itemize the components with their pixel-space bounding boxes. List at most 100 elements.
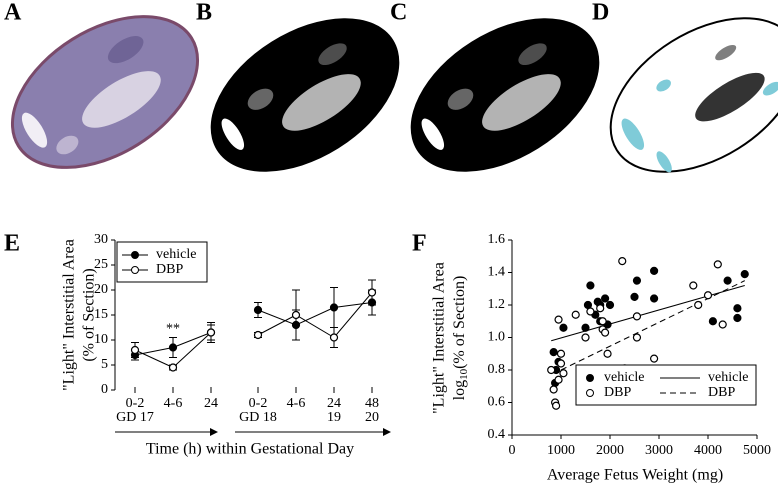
- data-point: [713, 260, 722, 269]
- legend-label: vehicle: [604, 370, 644, 385]
- data-point: [206, 328, 216, 337]
- data-point: [581, 323, 590, 332]
- x-tick-label: 4-6: [287, 396, 306, 411]
- y-tick-label: 1.0: [488, 330, 506, 345]
- legend-label: DBP: [156, 262, 183, 277]
- data-point: [598, 317, 607, 326]
- panel-label: D: [592, 0, 609, 26]
- x-tick-label: 4000: [694, 443, 722, 458]
- data-point: [586, 281, 595, 290]
- micrograph-a: [10, 15, 200, 169]
- panel-label: E: [4, 231, 20, 257]
- y-tick-label: 0: [101, 382, 108, 397]
- data-point: [168, 343, 178, 352]
- x-tick-label: 24: [204, 396, 218, 411]
- data-point: [740, 270, 749, 279]
- fit-line: [551, 285, 745, 342]
- data-point: [600, 328, 610, 337]
- legend-marker: [131, 266, 139, 274]
- fit-line: [560, 280, 745, 371]
- y-tick-label: 10: [94, 332, 108, 347]
- y-tick-label: 0.4: [488, 427, 506, 442]
- x-tick-label: 3000: [645, 443, 673, 458]
- data-point: [694, 300, 703, 310]
- micrograph-b: [210, 18, 400, 172]
- data-point: [554, 315, 563, 324]
- day-label: 19: [327, 410, 341, 425]
- micrograph-c: [410, 18, 600, 172]
- data-point: [600, 294, 610, 303]
- data-point: [551, 401, 561, 410]
- legend-label: DBP: [604, 385, 631, 400]
- data-point: [723, 276, 732, 285]
- data-point: [605, 300, 615, 310]
- data-point: [586, 307, 595, 316]
- panel-label: A: [4, 0, 22, 26]
- data-point: [329, 333, 339, 342]
- y-tick-label: 20: [94, 282, 108, 297]
- data-point: [130, 345, 140, 355]
- y-tick-label: 30: [94, 232, 108, 247]
- legend-label: DBP: [708, 385, 735, 400]
- data-point: [689, 281, 698, 290]
- data-point: [649, 354, 659, 363]
- data-point: [603, 349, 612, 358]
- y-axis-label: "Light" Interstitial Area: [61, 239, 78, 391]
- data-point: [632, 333, 642, 342]
- y-axis-label-subscript: 10: [458, 368, 470, 380]
- day-label: GD 18: [239, 410, 277, 425]
- data-point: [596, 304, 605, 313]
- legend-label: vehicle: [156, 247, 196, 262]
- x-axis-label: Time (h) within Gestational Day: [146, 441, 354, 458]
- arrow-head: [210, 428, 218, 436]
- data-point: [733, 313, 742, 323]
- y-tick-label: 0.6: [488, 395, 506, 410]
- x-tick-label: 4-6: [164, 396, 183, 411]
- y-axis-label: (% of Section): [81, 268, 98, 361]
- y-axis-label-part: (% of Section): [451, 276, 468, 369]
- data-point: [618, 257, 627, 266]
- legend-marker: [131, 251, 139, 259]
- x-tick-label: 0-2: [249, 396, 268, 411]
- legend-box: [575, 364, 757, 406]
- data-point: [708, 317, 718, 326]
- data-point: [649, 294, 659, 303]
- data-point: [549, 385, 558, 394]
- data-point: [559, 369, 568, 378]
- x-axis-label: Average Fetus Weight (mg): [547, 467, 723, 484]
- data-point: [168, 363, 178, 372]
- data-point: [291, 310, 301, 320]
- data-point: [556, 359, 566, 368]
- legend-marker: [586, 389, 594, 397]
- day-label: 20: [365, 410, 379, 425]
- y-tick-label: 1.6: [488, 232, 506, 247]
- data-point: [253, 330, 263, 340]
- x-tick-label: 0: [509, 443, 516, 458]
- data-point: [632, 276, 642, 285]
- legend-label: vehicle: [708, 370, 748, 385]
- y-tick-label: 15: [94, 307, 108, 322]
- data-point: [253, 305, 263, 315]
- data-point: [571, 310, 580, 319]
- x-tick-label: 2000: [596, 443, 624, 458]
- y-axis-label: "Light" Interstitial Area: [431, 262, 448, 414]
- panel-label: C: [390, 0, 407, 26]
- data-point: [559, 323, 568, 332]
- data-point: [649, 266, 659, 275]
- micrograph-d: [609, 17, 778, 173]
- day-label: GD 17: [116, 410, 154, 425]
- panel-label: F: [412, 231, 427, 257]
- data-point: [632, 312, 642, 321]
- y-tick-label: 25: [94, 257, 108, 272]
- y-axis-label: log10(% of Section): [451, 276, 470, 401]
- x-tick-label: 5000: [743, 443, 771, 458]
- legend-box: [116, 241, 208, 283]
- x-tick-label: 1000: [547, 443, 575, 458]
- data-point: [556, 349, 566, 358]
- annotation: **: [166, 322, 180, 337]
- data-point: [367, 288, 377, 297]
- data-point: [630, 292, 639, 301]
- x-tick-label: 48: [365, 396, 379, 411]
